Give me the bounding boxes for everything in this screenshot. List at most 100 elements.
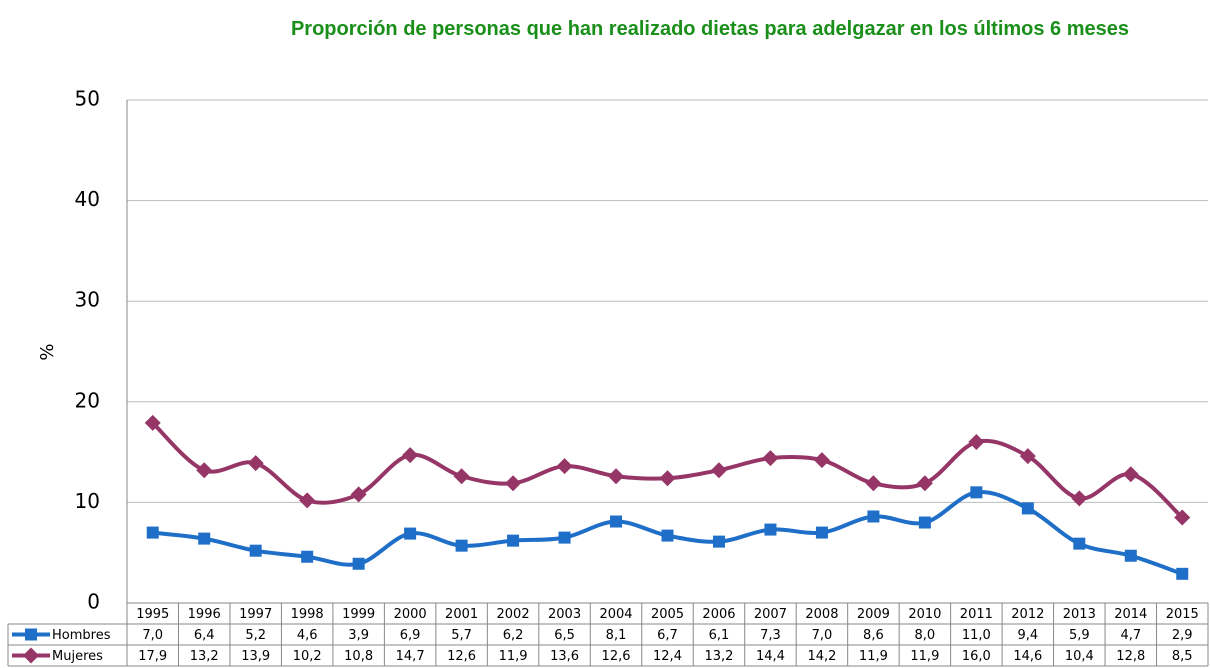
table-value: 6,9 [400,628,421,643]
marker [249,544,262,557]
marker [198,532,211,545]
marker [710,462,727,479]
table-value: 10,4 [1065,649,1094,664]
table-value: 8,1 [606,628,627,643]
x-tick-label: 2008 [805,607,838,622]
marker [558,531,571,544]
table-value: 10,2 [293,649,322,664]
table-value: 7,0 [142,628,163,643]
marker [865,475,882,492]
table-value: 3,9 [348,628,369,643]
marker [455,539,468,552]
marker [1073,537,1086,550]
x-tick-label: 1997 [239,607,272,622]
marker [144,414,161,431]
table-value: 4,6 [297,628,318,643]
marker [247,455,264,472]
table-value: 12,6 [447,649,476,664]
table-value: 8,0 [915,628,936,643]
marker [610,515,623,528]
x-tick-label: 2015 [1166,607,1199,622]
marker [301,550,314,563]
table-value: 17,9 [138,649,167,664]
marker [196,462,213,479]
marker [350,486,367,503]
marker [1122,466,1139,483]
marker [916,475,933,492]
x-tick-label: 2007 [754,607,787,622]
marker [1176,567,1189,580]
table-value: 13,6 [550,649,579,664]
marker [815,526,828,539]
table-value: 4,7 [1120,628,1141,643]
y-tick-label: 0 [87,590,100,614]
table-value: 13,2 [190,649,219,664]
marker [659,470,676,487]
table-value: 5,2 [245,628,266,643]
table-value: 14,6 [1013,649,1042,664]
table-value: 5,9 [1069,628,1090,643]
table-value: 10,8 [344,649,373,664]
marker [968,434,985,451]
x-tick-label: 2011 [960,607,993,622]
marker [453,468,470,485]
table-value: 14,2 [807,649,836,664]
marker [1124,549,1137,562]
marker [764,523,777,536]
table-value: 8,6 [863,628,884,643]
y-axis-label: % [37,343,58,360]
y-tick-label: 30 [75,288,100,312]
x-tick-label: 2005 [651,607,684,622]
table-value: 6,5 [554,628,575,643]
marker [146,526,159,539]
marker [970,486,983,499]
table-value: 11,0 [962,628,991,643]
x-tick-label: 2002 [497,607,530,622]
x-tick-label: 1999 [342,607,375,622]
marker [608,468,625,485]
x-tick-label: 2014 [1114,607,1147,622]
x-tick-label: 2001 [445,607,478,622]
marker [402,447,419,464]
marker [867,510,880,523]
table-value: 11,9 [499,649,528,664]
table-value: 6,7 [657,628,678,643]
table-value: 14,4 [756,649,785,664]
marker [25,628,37,641]
legend-label: Hombres [52,628,111,643]
table-value: 12,8 [1116,649,1145,664]
table-value: 12,4 [653,649,682,664]
x-tick-label: 2012 [1011,607,1044,622]
marker [505,475,522,492]
x-tick-label: 1998 [291,607,324,622]
x-tick-label: 1995 [136,607,169,622]
table-value: 12,6 [602,649,631,664]
marker [1174,509,1191,526]
table-value: 16,0 [962,649,991,664]
table-value: 14,7 [396,649,425,664]
marker [352,557,365,570]
x-tick-label: 2004 [599,607,632,622]
marker [507,534,520,547]
table-value: 11,9 [910,649,939,664]
table-value: 5,7 [451,628,472,643]
marker [1019,448,1036,465]
y-tick-label: 10 [75,489,100,513]
marker [762,450,779,467]
table-value: 2,9 [1172,628,1193,643]
table-value: 7,0 [812,628,833,643]
x-tick-label: 2009 [857,607,890,622]
x-tick-label: 2000 [394,607,427,622]
marker [918,516,931,529]
table-value: 6,2 [503,628,524,643]
chart-title: Proporción de personas que han realizado… [290,18,1130,40]
y-tick-label: 50 [75,87,100,111]
marker [712,535,725,548]
marker [661,529,674,542]
marker [1021,502,1034,515]
marker [813,452,830,469]
table-value: 6,1 [709,628,730,643]
marker [23,647,39,664]
